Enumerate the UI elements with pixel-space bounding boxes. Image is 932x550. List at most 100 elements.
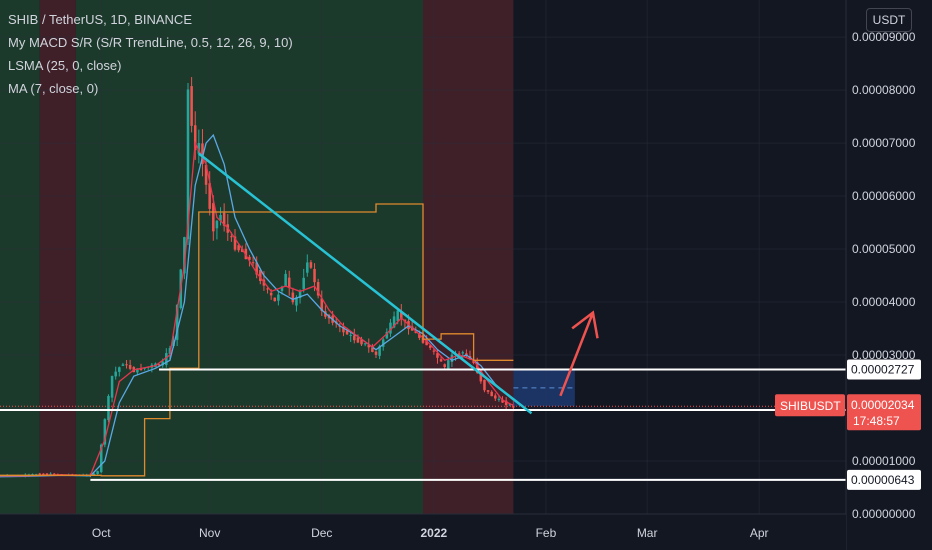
candle-body xyxy=(251,262,255,264)
candle-body xyxy=(248,256,251,260)
candle-body xyxy=(284,273,287,287)
level-price-tag[interactable] xyxy=(847,469,921,490)
price-axis-panel[interactable] xyxy=(846,0,932,550)
candle-body xyxy=(400,311,403,319)
candle-body xyxy=(345,330,349,335)
background-zone xyxy=(423,0,514,514)
candle-body xyxy=(291,292,295,303)
countdown-timer: 17:48:57 xyxy=(853,414,900,428)
candle-body xyxy=(45,473,49,475)
price-tick-label: 0.00007000 xyxy=(852,136,916,150)
price-tick-label: 0.00009000 xyxy=(852,30,916,44)
candle-body xyxy=(306,262,309,273)
candle-body xyxy=(465,353,468,355)
candle-body xyxy=(298,291,302,299)
candle-body xyxy=(367,345,371,348)
candle-body xyxy=(461,352,465,354)
candle-body xyxy=(313,268,316,283)
candle-body xyxy=(483,379,486,391)
candle-body xyxy=(139,368,143,371)
candle-body xyxy=(501,399,504,403)
candle-body xyxy=(414,331,418,333)
candle-body xyxy=(374,351,378,355)
candle-body xyxy=(96,471,99,474)
candle-body xyxy=(447,360,450,370)
candle-body xyxy=(371,347,374,352)
candle-body xyxy=(356,337,360,343)
candle-body xyxy=(381,339,385,347)
candle-body xyxy=(136,368,139,373)
candle-body xyxy=(475,361,479,373)
symbol-tag[interactable] xyxy=(775,394,845,417)
candle-body xyxy=(309,262,313,268)
candle-body xyxy=(349,334,352,336)
price-tick-label: 0.00006000 xyxy=(852,189,916,203)
time-tick-label: Oct xyxy=(92,526,111,540)
price-tick-label: 0.00008000 xyxy=(852,83,916,97)
candle-body xyxy=(486,390,490,392)
candle-body xyxy=(197,143,201,154)
price-tick-label: 0.00000000 xyxy=(852,507,916,521)
symbol-tag-text: SHIBUSDT xyxy=(780,399,841,413)
candle-body xyxy=(52,473,56,475)
candle-body xyxy=(280,286,284,291)
price-tick-label: 0.00001000 xyxy=(852,454,916,468)
candle-body xyxy=(396,310,399,321)
candle-body xyxy=(385,331,389,339)
last-price-tag[interactable] xyxy=(847,394,921,431)
indicator-macd-sr[interactable]: My MACD S/R (S/R TrendLine, 0.5, 12, 26,… xyxy=(8,35,293,50)
time-tick-label: Apr xyxy=(750,526,769,540)
chart-legend: SHIB / TetherUS, 1D, BINANCE My MACD S/R… xyxy=(8,8,293,100)
candle-body xyxy=(49,473,52,475)
candle-body xyxy=(363,343,367,345)
candle-body xyxy=(259,270,262,282)
price-tick-label: 0.00005000 xyxy=(852,242,916,256)
candle-body xyxy=(418,333,421,338)
candle-body xyxy=(110,376,114,398)
candle-body xyxy=(215,220,219,229)
time-tick-label: Feb xyxy=(536,526,557,540)
candle-body xyxy=(443,364,446,367)
candle-body xyxy=(494,395,497,399)
candle-body xyxy=(490,391,493,397)
symbol-title[interactable]: SHIB / TetherUS, 1D, BINANCE xyxy=(8,12,192,27)
candle-body xyxy=(436,353,439,358)
candle-body xyxy=(31,474,34,476)
candle-body xyxy=(342,326,345,333)
candle-body xyxy=(233,236,237,250)
arrow-head[interactable] xyxy=(571,310,599,339)
arrow-shaft[interactable] xyxy=(559,312,595,397)
candle-body xyxy=(121,364,125,366)
candle-body xyxy=(479,371,483,382)
candle-body xyxy=(125,364,128,366)
price-tick-label: 0.00003000 xyxy=(852,348,916,362)
candle-body xyxy=(38,473,42,475)
level-price-tag-text: 0.00000643 xyxy=(851,473,915,487)
candle-body xyxy=(193,125,197,151)
candle-body xyxy=(42,473,45,475)
time-tick-label: Dec xyxy=(311,526,332,540)
level-price-tag[interactable] xyxy=(847,359,921,380)
background-zone xyxy=(0,0,40,514)
trendline[interactable] xyxy=(198,152,533,415)
candle-body xyxy=(118,367,121,372)
indicator-ma[interactable]: MA (7, close, 0) xyxy=(8,81,99,96)
candle-body xyxy=(378,346,381,356)
candle-body xyxy=(186,89,190,240)
candle-body xyxy=(161,361,164,366)
candle-body xyxy=(103,419,107,445)
indicator-line xyxy=(0,140,514,477)
candle-body xyxy=(165,353,168,365)
candle-body xyxy=(320,298,324,311)
currency-button[interactable]: USDT xyxy=(866,8,912,32)
level-price-tag-text: 0.00002727 xyxy=(851,362,915,376)
candle-body xyxy=(114,371,117,377)
time-axis-panel[interactable] xyxy=(0,514,846,550)
candle-body xyxy=(269,292,273,296)
indicator-lsma[interactable]: LSMA (25, 0, close) xyxy=(8,58,122,73)
price-tick-label: 0.00004000 xyxy=(852,295,916,309)
candle-body xyxy=(201,143,204,164)
candle-body xyxy=(230,236,233,238)
